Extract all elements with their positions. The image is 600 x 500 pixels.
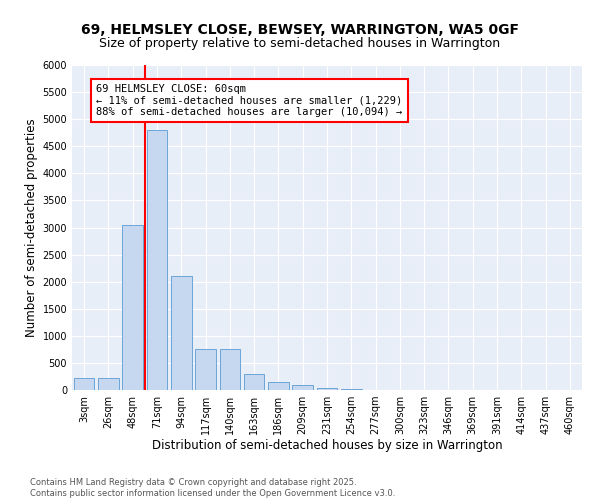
Bar xyxy=(292,385,313,390)
Text: 69 HELMSLEY CLOSE: 60sqm
← 11% of semi-detached houses are smaller (1,229)
88% o: 69 HELMSLEY CLOSE: 60sqm ← 11% of semi-d… xyxy=(96,84,403,117)
Bar xyxy=(98,378,119,390)
Text: Size of property relative to semi-detached houses in Warrington: Size of property relative to semi-detach… xyxy=(100,38,500,51)
X-axis label: Distribution of semi-detached houses by size in Warrington: Distribution of semi-detached houses by … xyxy=(152,438,502,452)
Bar xyxy=(220,350,240,390)
Bar xyxy=(74,378,94,390)
Bar xyxy=(171,276,191,390)
Text: Contains HM Land Registry data © Crown copyright and database right 2025.
Contai: Contains HM Land Registry data © Crown c… xyxy=(30,478,395,498)
Bar xyxy=(268,382,289,390)
Bar xyxy=(122,225,143,390)
Bar xyxy=(244,374,265,390)
Y-axis label: Number of semi-detached properties: Number of semi-detached properties xyxy=(25,118,38,337)
Bar xyxy=(195,350,216,390)
Bar xyxy=(146,130,167,390)
Text: 69, HELMSLEY CLOSE, BEWSEY, WARRINGTON, WA5 0GF: 69, HELMSLEY CLOSE, BEWSEY, WARRINGTON, … xyxy=(81,22,519,36)
Bar xyxy=(317,388,337,390)
